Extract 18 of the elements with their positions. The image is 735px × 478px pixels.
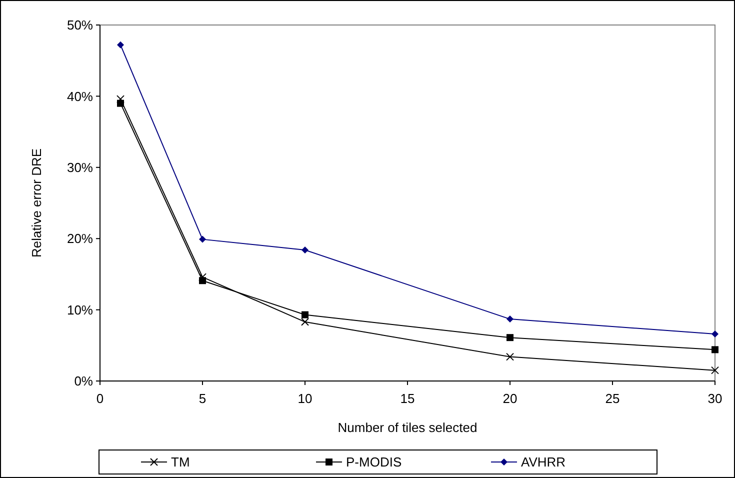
x-tick-label: 15 [400, 391, 415, 406]
y-tick-label: 40% [66, 88, 94, 104]
y-tick-label: 30% [66, 160, 94, 175]
y-tick-label: 10% [66, 302, 94, 318]
x-tick-label: 5 [198, 391, 206, 406]
x-tick-label: 20 [502, 391, 518, 406]
y-axis-title: Relative error DRE [29, 148, 44, 258]
x-tick-label: 10 [298, 391, 312, 406]
y-tick-label: 20% [66, 231, 94, 246]
legend-label: P-MODIS [346, 454, 402, 470]
x-tick-label: 0 [96, 391, 104, 406]
x-axis-title: Number of tiles selected [338, 420, 478, 435]
x-tick-label: 25 [605, 391, 620, 406]
x-tick-label: 30 [708, 391, 722, 406]
legend-label: AVHRR [521, 454, 566, 470]
legend-label: TM [171, 454, 190, 470]
y-tick-label: 0% [74, 374, 94, 389]
y-tick-label: 50% [66, 18, 94, 33]
